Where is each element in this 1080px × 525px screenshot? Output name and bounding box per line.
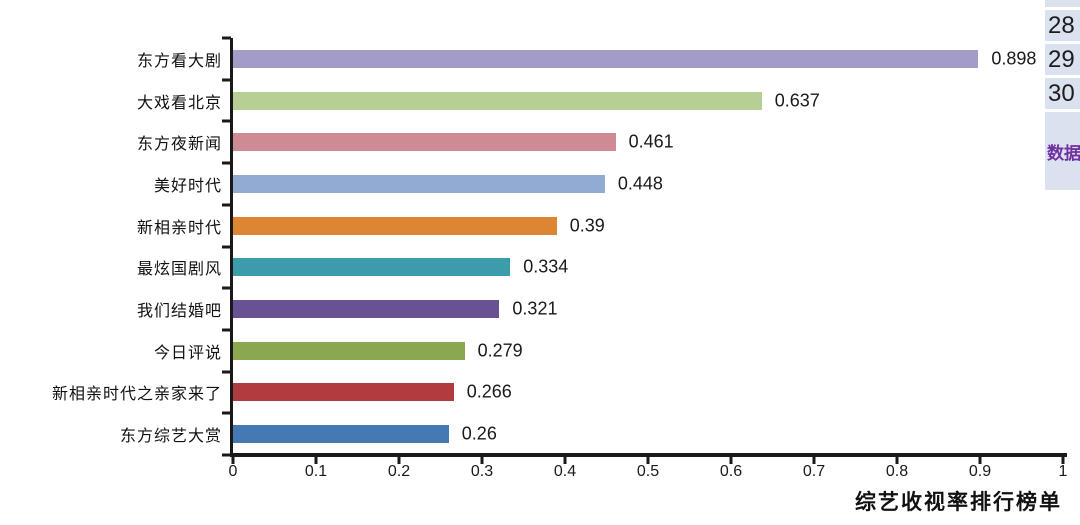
category-label: 美好时代 <box>153 175 222 195</box>
x-axis-tick <box>231 457 235 464</box>
y-axis-tick <box>222 36 231 40</box>
category-label: 我们结婚吧 <box>136 301 222 321</box>
bar <box>233 174 605 193</box>
y-axis-tick <box>222 161 231 165</box>
x-tick-label: 0.9 <box>968 463 992 480</box>
x-axis-tick <box>1061 457 1065 464</box>
y-axis-tick <box>222 245 231 248</box>
value-label: 0.279 <box>477 340 523 361</box>
value-label: 0.266 <box>466 381 512 402</box>
x-axis-title: 综艺收视率排行榜单 <box>855 489 1062 514</box>
x-tick-label: 0.7 <box>802 463 826 480</box>
value-label: 0.461 <box>628 131 674 152</box>
sheet-cell-row-30[interactable]: 30 <box>1045 78 1080 109</box>
sheet-cell-data-label[interactable]: 数据 <box>1045 112 1080 190</box>
y-axis-tick <box>222 453 231 457</box>
y-axis-tick <box>222 411 231 415</box>
bar <box>233 425 449 444</box>
x-tick-label: 1 <box>1058 463 1068 480</box>
chart-row: 新相亲时代 0.39 <box>0 205 1080 247</box>
category-label: 新相亲时代之亲家来了 <box>51 384 222 404</box>
sheet-cell-row-28[interactable]: 28 <box>1045 10 1080 41</box>
value-label: 0.898 <box>991 48 1037 69</box>
x-tick-label: 0.3 <box>470 463 494 480</box>
chart-row: 今日评说 0.279 <box>0 330 1080 372</box>
sheet-cell-row-partial[interactable] <box>1045 0 1080 7</box>
spreadsheet-fragment: 28 29 30 数据 <box>1045 0 1080 200</box>
y-axis-tick <box>222 203 231 207</box>
x-tick-label: 0.5 <box>636 463 660 480</box>
x-axis-line <box>230 453 1067 457</box>
category-label: 今日评说 <box>153 342 222 362</box>
x-axis-tick <box>895 457 899 464</box>
x-axis-tick <box>978 457 982 464</box>
bar <box>233 49 979 68</box>
chart-row: 东方夜新闻 0.461 <box>0 121 1080 163</box>
y-axis-line <box>230 38 233 457</box>
bar <box>233 216 557 235</box>
x-axis-tick <box>314 457 318 464</box>
chart-row: 最炫国剧风 0.334 <box>0 247 1080 289</box>
value-label: 0.39 <box>569 215 605 236</box>
bar <box>233 258 511 277</box>
x-tick-label: 0.2 <box>387 463 411 480</box>
x-axis-tick <box>812 457 816 464</box>
x-tick-label: 0.1 <box>304 463 328 480</box>
category-label: 东方综艺大赏 <box>119 426 222 446</box>
value-label: 0.448 <box>617 173 663 194</box>
bar <box>233 383 454 402</box>
y-axis-tick <box>222 370 231 374</box>
value-label: 0.26 <box>461 423 497 444</box>
bar <box>233 133 616 152</box>
x-axis-tick <box>563 457 567 464</box>
value-label: 0.334 <box>523 256 569 277</box>
y-axis-tick <box>222 119 231 123</box>
x-tick-label: 0.8 <box>885 463 909 480</box>
y-axis-tick <box>222 286 231 290</box>
x-tick-label: 0.6 <box>719 463 743 480</box>
chart-row: 大戏看北京 0.637 <box>0 80 1080 122</box>
chart-row: 东方看大剧 0.898 <box>0 38 1080 80</box>
category-label: 东方看大剧 <box>136 50 222 70</box>
x-axis-tick <box>729 457 733 464</box>
value-label: 0.637 <box>774 90 820 111</box>
chart-row: 我们结婚吧 0.321 <box>0 288 1080 330</box>
y-axis-tick <box>222 328 231 332</box>
category-label: 大戏看北京 <box>136 92 222 112</box>
x-axis-tick <box>646 457 650 464</box>
chart-row: 美好时代 0.448 <box>0 163 1080 205</box>
y-axis-tick <box>222 78 231 82</box>
category-label: 最炫国剧风 <box>136 259 222 279</box>
category-label: 新相亲时代 <box>136 217 222 237</box>
chart-row: 东方综艺大赏 0.26 <box>0 413 1080 455</box>
bar <box>233 300 500 319</box>
bar <box>233 91 762 110</box>
x-tick-label: 0.4 <box>553 463 577 480</box>
value-label: 0.321 <box>512 298 558 319</box>
chart-row: 新相亲时代之亲家来了 0.266 <box>0 372 1080 414</box>
x-axis-tick <box>480 457 484 464</box>
x-axis-tick <box>397 457 401 464</box>
sheet-cell-row-29[interactable]: 29 <box>1045 44 1080 75</box>
bar <box>233 341 465 360</box>
x-tick-label: 0 <box>228 463 238 480</box>
category-label: 东方夜新闻 <box>136 134 222 154</box>
